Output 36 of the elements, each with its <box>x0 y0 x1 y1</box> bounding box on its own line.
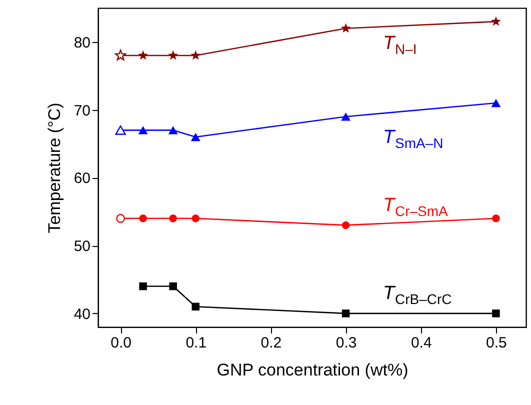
point <box>168 50 178 60</box>
y-tick-label: 40 <box>74 306 90 323</box>
point <box>116 214 125 223</box>
point <box>190 50 201 60</box>
point <box>341 112 351 121</box>
x-tick-label: 0.3 <box>336 334 357 352</box>
x-tick-label: 0.1 <box>186 334 207 352</box>
point <box>169 214 177 222</box>
x-tick-label: 0.4 <box>410 334 432 352</box>
x-axis-title: GNP concentration (wt%) <box>216 360 408 380</box>
point <box>190 132 200 142</box>
y-tick-label: 60 <box>74 170 90 188</box>
point <box>490 16 501 26</box>
y-tick-label: 50 <box>74 238 90 256</box>
point <box>138 126 148 134</box>
point <box>342 221 350 230</box>
point <box>492 310 500 318</box>
x-tick-label: 0.2 <box>260 334 282 352</box>
point <box>192 214 200 222</box>
point <box>139 214 147 222</box>
y-axis-title: Temperature (°C) <box>44 102 64 234</box>
point <box>114 50 126 60</box>
point <box>168 126 178 134</box>
point <box>138 50 148 60</box>
point <box>491 98 501 108</box>
y-tick-label: 80 <box>74 34 90 52</box>
point <box>169 282 177 290</box>
point <box>192 302 200 311</box>
y-tick-label: 70 <box>74 102 90 120</box>
point <box>492 214 500 222</box>
point <box>342 310 350 318</box>
point <box>340 23 351 33</box>
point <box>115 125 126 135</box>
x-tick-label: 0.0 <box>110 334 132 352</box>
x-tick-label: 0.5 <box>486 334 507 352</box>
point <box>139 282 147 290</box>
